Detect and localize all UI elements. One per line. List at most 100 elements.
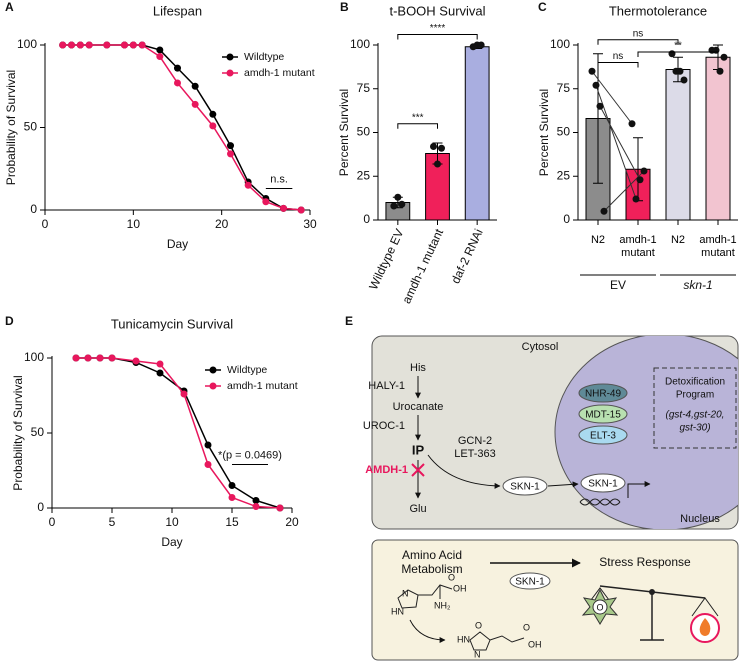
x-tick-label: Wildtype EV — [366, 227, 406, 292]
protein-label: SKN-1 — [510, 482, 540, 493]
data-point — [156, 46, 164, 54]
protein-label: SKN-1 — [588, 479, 618, 490]
x-tick-label: 15 — [225, 515, 239, 529]
x-tick-label: amdh-1 mutant — [619, 234, 657, 259]
summary-label: Amino Acid — [402, 548, 462, 562]
y-axis-label: Percent Survival — [537, 89, 551, 176]
panel-letter: D — [5, 314, 14, 328]
y-tick-label: 50 — [24, 120, 38, 134]
data-point — [174, 79, 181, 87]
data-point — [156, 53, 164, 61]
detox-label: (gst-4,gst-20, — [666, 410, 725, 421]
chart-title: t-BOOH Survival — [389, 3, 485, 18]
data-point — [430, 143, 437, 150]
protein-label: MDT-15 — [585, 410, 621, 421]
data-point — [297, 206, 305, 214]
chart-title: Thermotolerance — [609, 3, 707, 18]
panel-letter: C — [538, 0, 547, 14]
data-point — [204, 441, 212, 449]
y-tick-label: 0 — [30, 202, 37, 216]
annotation: *(p = 0.0469) — [218, 449, 282, 461]
x-tick-label: daf-2 RNAi — [448, 227, 485, 286]
protein — [578, 425, 628, 445]
data-point — [252, 503, 260, 510]
scale-pivot — [649, 589, 655, 595]
protein-label: ELT-3 — [590, 431, 616, 442]
data-point — [596, 102, 604, 110]
data-point — [129, 41, 137, 49]
y-tick-label: 75 — [557, 81, 571, 95]
detox-box — [653, 367, 737, 449]
data-point — [636, 176, 644, 184]
paired-line — [591, 70, 633, 125]
y-tick-label: 0 — [37, 500, 44, 514]
diagram: Cytosol His HALY-1 Urocanate UROC-1 IP A… — [363, 335, 739, 661]
ros-label: O — [596, 602, 603, 612]
flame — [699, 618, 711, 636]
y-tick-label: 0 — [563, 212, 570, 226]
atom: OH — [453, 583, 467, 593]
data-point — [84, 354, 92, 362]
significance-label: ns — [633, 28, 644, 39]
data-point — [180, 390, 188, 398]
data-point — [96, 354, 104, 362]
data-point — [280, 204, 287, 212]
bar — [705, 56, 731, 221]
summary-label: Stress Response — [599, 555, 691, 569]
data-point — [438, 144, 445, 152]
data-point — [252, 497, 260, 504]
data-point — [156, 369, 164, 377]
data-point — [72, 354, 80, 362]
data-point — [262, 198, 270, 206]
x-tick-label: amdh-1 mutant — [399, 226, 446, 306]
kinase: GCN-2 — [458, 435, 492, 447]
data-point — [228, 494, 236, 501]
metabolite: Glu — [409, 503, 426, 515]
atom: O — [475, 620, 482, 630]
data-point — [132, 357, 140, 365]
data-point — [600, 207, 608, 215]
protein — [578, 383, 628, 403]
arrow — [547, 481, 579, 488]
data-point — [227, 150, 234, 158]
data-point — [640, 167, 648, 175]
y-tick-label: 100 — [24, 350, 44, 364]
ros-circle — [592, 599, 608, 615]
data-point — [244, 181, 252, 189]
metabolite: His — [410, 362, 426, 374]
atom: O — [448, 572, 455, 582]
x-tick-label-box: N2 — [670, 234, 686, 246]
significance-label: **** — [430, 23, 446, 34]
legend-label: Wildtype — [244, 51, 284, 63]
x-tick-label: 10 — [165, 515, 179, 529]
data-point — [227, 142, 234, 150]
protein — [509, 572, 551, 590]
data-point — [68, 41, 75, 49]
data-point — [103, 41, 111, 49]
x-tick-label: 10 — [127, 217, 141, 231]
data-point — [390, 202, 398, 210]
y-tick-label: 25 — [357, 168, 371, 182]
arrow — [627, 481, 651, 498]
chart-title: Tunicamycin Survival — [111, 316, 233, 331]
protein-label: NHR-49 — [585, 389, 622, 400]
y-tick-label: 75 — [357, 81, 371, 95]
group-label: EV — [610, 278, 626, 292]
x-tick-label: 0 — [49, 515, 56, 529]
inhibition-x — [411, 463, 425, 477]
summary-label: Metabolism — [401, 562, 462, 576]
x-tick-label: N2 — [670, 234, 686, 246]
legend-label: amdh-1 mutant — [244, 67, 315, 79]
scale-pan — [587, 587, 719, 617]
data-point — [477, 41, 485, 49]
y-tick-label: 25 — [557, 168, 571, 182]
data-point — [76, 41, 84, 49]
data-point — [85, 41, 93, 49]
legend-label: Wildtype — [227, 364, 267, 376]
significance-bracket — [597, 62, 639, 68]
kinase: LET-363 — [454, 448, 496, 460]
atom: N — [402, 588, 409, 598]
x-axis-label: Day — [167, 237, 188, 251]
y-tick-label: 100 — [17, 37, 37, 51]
